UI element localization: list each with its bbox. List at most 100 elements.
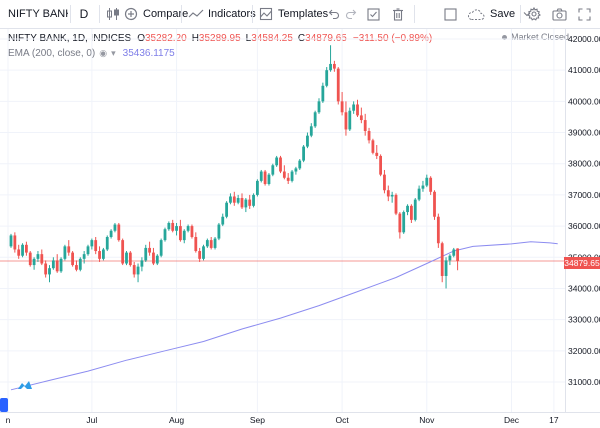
candles-icon bbox=[106, 7, 120, 21]
settings-button[interactable] bbox=[527, 0, 541, 28]
fullscreen-expand-button[interactable] bbox=[578, 0, 591, 28]
candle-body bbox=[394, 194, 398, 214]
price-tick-label: 37000.00 bbox=[568, 190, 600, 200]
candle bbox=[190, 224, 194, 239]
candle bbox=[259, 169, 263, 183]
candle bbox=[198, 247, 202, 262]
candle bbox=[306, 132, 309, 149]
candle bbox=[202, 244, 205, 261]
candle bbox=[390, 191, 394, 203]
snapshot-button[interactable] bbox=[552, 0, 567, 28]
templates-button[interactable]: Templates bbox=[259, 0, 328, 28]
candle-body bbox=[136, 266, 140, 275]
candle bbox=[379, 154, 382, 177]
last-price-label: 34879.65 bbox=[564, 258, 600, 268]
compare-label: Compare bbox=[143, 8, 189, 20]
candle-body bbox=[40, 254, 44, 264]
candle-body bbox=[63, 246, 67, 259]
fullscreen-button[interactable] bbox=[444, 0, 457, 28]
candle-body bbox=[109, 230, 113, 238]
candle-body bbox=[202, 246, 205, 259]
candle-body bbox=[275, 157, 279, 166]
candle-body bbox=[194, 237, 198, 252]
candle-body bbox=[359, 115, 363, 121]
candle-body bbox=[144, 247, 148, 261]
candle bbox=[244, 198, 248, 213]
candle bbox=[21, 243, 24, 258]
candle bbox=[417, 185, 421, 202]
candle bbox=[186, 224, 190, 233]
candle-body bbox=[398, 213, 402, 233]
candle bbox=[148, 241, 151, 256]
candle bbox=[28, 251, 32, 267]
redo-button[interactable] bbox=[345, 0, 357, 28]
price-tick-label: 40000.00 bbox=[568, 96, 600, 106]
candle-body bbox=[383, 174, 386, 191]
delete-button[interactable] bbox=[392, 0, 404, 28]
time-tick-label: Aug bbox=[169, 415, 184, 425]
candle bbox=[290, 169, 294, 183]
price-chart[interactable]: 31000.0032000.0033000.0034000.0035000.00… bbox=[0, 29, 600, 428]
candle bbox=[356, 99, 359, 117]
candle bbox=[86, 244, 90, 256]
candle-body bbox=[236, 198, 240, 203]
time-tick-label: 17 bbox=[549, 415, 559, 425]
candle bbox=[132, 261, 136, 278]
candle bbox=[302, 145, 305, 163]
candle-body bbox=[256, 180, 259, 195]
time-axis: n Jul Aug Sep Oct Nov Dec 17 bbox=[6, 415, 559, 425]
eye-icon[interactable]: ◉ bbox=[99, 48, 108, 58]
candle bbox=[105, 235, 109, 252]
indicators-button[interactable]: Indicators bbox=[188, 0, 256, 28]
candle bbox=[413, 198, 417, 222]
ema-legend-row[interactable]: EMA (200, close, 0) ◉ ▾ 35436.1175 bbox=[8, 46, 432, 61]
candle-body bbox=[279, 157, 282, 172]
date-range-button[interactable] bbox=[0, 398, 8, 412]
checkbox-icon bbox=[367, 7, 380, 21]
candle bbox=[317, 98, 321, 114]
candle-body bbox=[36, 254, 40, 259]
candle-body bbox=[302, 146, 305, 161]
symbol-search-button[interactable]: NIFTY BANK bbox=[0, 0, 68, 28]
candle-body bbox=[209, 240, 213, 248]
candle bbox=[44, 260, 48, 278]
candle bbox=[194, 232, 198, 253]
candle-body bbox=[367, 130, 371, 141]
chart-style-button[interactable] bbox=[106, 0, 120, 28]
compare-button[interactable]: Compare bbox=[124, 0, 188, 28]
candle bbox=[182, 229, 186, 244]
candle-body bbox=[213, 238, 217, 248]
candle-body bbox=[51, 260, 55, 269]
candle bbox=[163, 227, 167, 242]
candle-body bbox=[44, 263, 48, 275]
price-tick-label: 39000.00 bbox=[568, 128, 600, 138]
save-label: Save bbox=[490, 8, 516, 20]
status-dot-icon bbox=[502, 34, 507, 40]
candle-body bbox=[309, 126, 313, 136]
chevron-down-icon[interactable]: ▾ bbox=[111, 48, 116, 58]
market-status-label: Market Closed bbox=[511, 32, 570, 42]
candle bbox=[82, 251, 86, 264]
candle-body bbox=[421, 185, 425, 189]
tradingview-logo-icon[interactable] bbox=[17, 377, 33, 395]
save-button[interactable]: Save bbox=[467, 0, 531, 28]
candle-body bbox=[140, 260, 144, 267]
candle bbox=[217, 222, 221, 241]
candle bbox=[263, 169, 267, 186]
candle-body bbox=[13, 235, 17, 250]
candle bbox=[279, 155, 282, 174]
interval-button[interactable]: D bbox=[76, 0, 92, 28]
top-toolbar: NIFTY BANK D Compare Indicators Template… bbox=[0, 0, 600, 29]
undo-button[interactable] bbox=[328, 0, 340, 28]
price-tick-label: 32000.00 bbox=[568, 346, 600, 356]
tick-checkbox-button[interactable] bbox=[367, 0, 380, 28]
candle bbox=[425, 174, 429, 188]
candle-body bbox=[433, 191, 436, 217]
candle bbox=[13, 232, 17, 253]
candle-body bbox=[410, 205, 413, 220]
candle bbox=[359, 107, 363, 124]
candle bbox=[271, 163, 275, 177]
candle bbox=[179, 219, 182, 242]
candle-body bbox=[186, 226, 190, 231]
toolbar-divider bbox=[181, 5, 182, 23]
